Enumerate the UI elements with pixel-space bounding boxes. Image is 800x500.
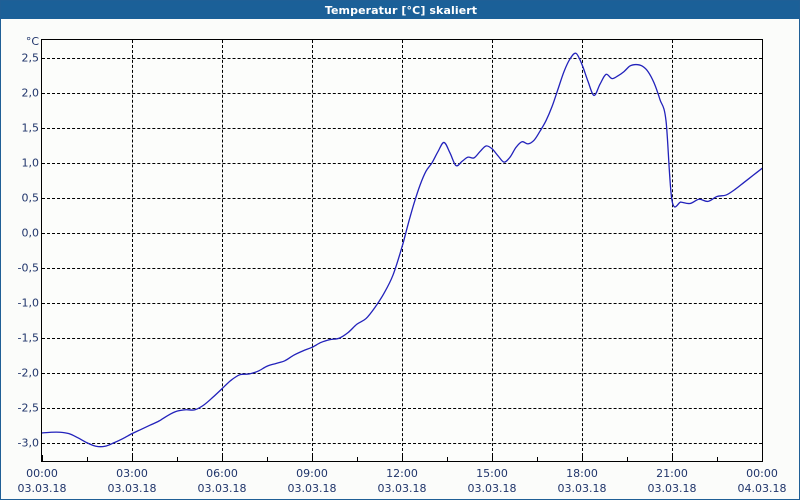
x-axis-minor-tick-mark	[357, 457, 358, 461]
y-axis-tick-label: 1,0	[21, 156, 40, 170]
plot-area	[41, 39, 763, 462]
x-axis-minor-tick-mark	[267, 457, 268, 461]
x-axis-tick-mark	[762, 455, 763, 461]
x-axis-tick-mark	[42, 455, 43, 461]
x-axis-tick-label: 00:00 04.03.18	[738, 466, 787, 496]
x-axis-tick-mark	[672, 455, 673, 461]
y-axis-unit-label: °C	[25, 34, 39, 48]
x-axis-tick-mark	[312, 455, 313, 461]
x-axis-tick-mark	[132, 455, 133, 461]
x-axis-tick-mark	[222, 455, 223, 461]
y-axis-tick-label: 2,5	[21, 51, 40, 65]
y-axis-tick-label: 0,0	[21, 226, 40, 240]
x-axis-tick-label: 09:00 03.03.18	[288, 466, 337, 496]
x-tick-date: 03.03.18	[647, 482, 697, 495]
x-tick-time: 18:00	[566, 467, 598, 480]
y-axis-tick-label: 0,5	[21, 191, 40, 205]
x-tick-time: 03:00	[116, 467, 148, 480]
x-tick-date: 03.03.18	[17, 482, 67, 495]
x-tick-time: 00:00	[746, 467, 778, 480]
gridline-vertical	[222, 40, 223, 461]
x-tick-date: 03.03.18	[557, 482, 607, 495]
x-axis-tick-label: 21:00 03.03.18	[648, 466, 697, 496]
x-axis-tick-label: 03:00 03.03.18	[108, 466, 157, 496]
gridline-vertical	[402, 40, 403, 461]
x-axis-minor-tick-mark	[717, 457, 718, 461]
temperature-line-series	[42, 52, 762, 448]
gridline-vertical	[312, 40, 313, 461]
x-axis-tick-labels: 00:00 03.03.18 03:00 03.03.18 06:00 03.03.18 0…	[1, 466, 799, 499]
x-axis-tick-mark	[582, 455, 583, 461]
x-tick-date: 03.03.18	[377, 482, 427, 495]
x-tick-time: 06:00	[206, 467, 238, 480]
gridline-vertical	[582, 40, 583, 461]
gridline-vertical	[492, 40, 493, 461]
x-tick-time: 12:00	[386, 467, 418, 480]
x-axis-tick-label: 18:00 03.03.18	[558, 466, 607, 496]
x-axis-tick-label: 12:00 03.03.18	[378, 466, 427, 496]
x-tick-date: 03.03.18	[467, 482, 517, 495]
x-axis-tick-mark	[492, 455, 493, 461]
x-tick-time: 09:00	[296, 467, 328, 480]
window-title-bar: Temperatur [°C] skaliert	[1, 1, 799, 19]
y-axis-tick-label: -1,5	[17, 331, 39, 345]
y-axis-tick-label: 1,5	[21, 121, 40, 135]
y-axis-tick-label: -2,5	[17, 401, 39, 415]
x-axis-tick-label: 15:00 03.03.18	[468, 466, 517, 496]
y-axis-tick-label: -1,0	[17, 296, 39, 310]
temperature-line	[42, 52, 762, 448]
x-axis-minor-tick-mark	[627, 457, 628, 461]
x-tick-time: 00:00	[26, 467, 58, 480]
x-tick-time: 15:00	[476, 467, 508, 480]
y-axis-tick-label: 2,0	[21, 86, 40, 100]
x-tick-time: 21:00	[656, 467, 688, 480]
y-axis-tick-label: -2,0	[17, 366, 39, 380]
gridline-vertical	[672, 40, 673, 461]
x-axis-tick-mark	[402, 455, 403, 461]
gridline-vertical	[132, 40, 133, 461]
x-axis-minor-tick-mark	[537, 457, 538, 461]
x-tick-date: 03.03.18	[287, 482, 337, 495]
x-tick-date: 03.03.18	[197, 482, 247, 495]
y-axis-tick-label: -0,5	[17, 261, 39, 275]
y-axis-tick-labels: 2,5 2,0 1,5 1,0 0,5 0,0 -0,5 -1,0 -1,5 -2,0 -2,5 -3…	[1, 39, 39, 462]
y-axis-tick-label: -3,0	[17, 436, 39, 450]
x-axis-minor-tick-mark	[447, 457, 448, 461]
x-axis-minor-tick-mark	[177, 457, 178, 461]
x-axis-minor-tick-mark	[87, 457, 88, 461]
x-tick-date: 03.03.18	[107, 482, 157, 495]
x-axis-tick-label: 00:00 03.03.18	[18, 466, 67, 496]
chart-canvas: °C 2,5 2,0 1,5 1,0 0,5 0,0 -0,5 -1,0 -1,5 -2,0 -2,…	[1, 19, 799, 499]
page-title: Temperatur [°C] skaliert	[324, 3, 478, 17]
x-tick-date: 04.03.18	[737, 482, 787, 495]
x-axis-tick-label: 06:00 03.03.18	[198, 466, 247, 496]
